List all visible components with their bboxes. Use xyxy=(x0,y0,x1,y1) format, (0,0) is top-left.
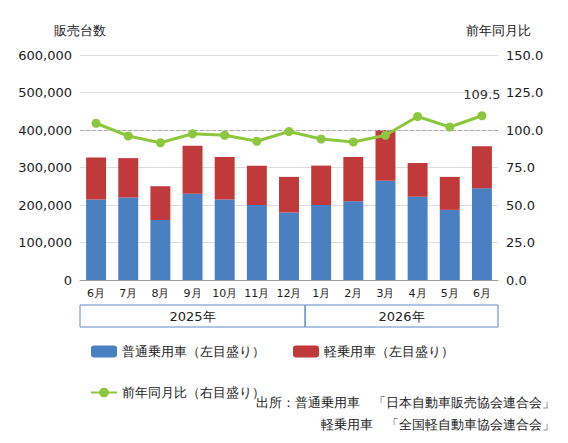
svg-text:2025年: 2025年 xyxy=(169,309,215,324)
svg-text:300,000: 300,000 xyxy=(18,160,72,175)
svg-text:50.0: 50.0 xyxy=(506,198,535,213)
svg-text:軽乗用車（左目盛り）: 軽乗用車（左目盛り） xyxy=(324,344,454,359)
svg-text:2月: 2月 xyxy=(344,287,362,300)
svg-text:1月: 1月 xyxy=(312,287,330,300)
svg-text:150.0: 150.0 xyxy=(506,48,543,63)
svg-text:3月: 3月 xyxy=(376,287,394,300)
svg-text:25.0: 25.0 xyxy=(506,235,535,250)
svg-text:0.0: 0.0 xyxy=(506,273,527,288)
svg-text:0: 0 xyxy=(64,273,72,288)
svg-text:400,000: 400,000 xyxy=(18,123,72,138)
svg-text:12月: 12月 xyxy=(277,287,302,300)
svg-text:100.0: 100.0 xyxy=(506,123,543,138)
svg-text:500,000: 500,000 xyxy=(18,85,72,100)
svg-text:125.0: 125.0 xyxy=(506,85,543,100)
svg-text:軽乗用車 「全国軽自動車協会連合会」: 軽乗用車 「全国軽自動車協会連合会」 xyxy=(321,417,555,432)
svg-text:100,000: 100,000 xyxy=(18,235,72,250)
svg-text:4月: 4月 xyxy=(409,287,427,300)
svg-text:11月: 11月 xyxy=(244,287,269,300)
svg-text:7月: 7月 xyxy=(119,287,137,300)
svg-text:普通乗用車（左目盛り）: 普通乗用車（左目盛り） xyxy=(122,344,265,359)
svg-text:8月: 8月 xyxy=(151,287,169,300)
svg-text:75.0: 75.0 xyxy=(506,160,535,175)
svg-text:200,000: 200,000 xyxy=(18,198,72,213)
svg-text:109.5: 109.5 xyxy=(463,87,500,102)
svg-text:6月: 6月 xyxy=(87,287,105,300)
svg-text:9月: 9月 xyxy=(184,287,202,300)
svg-text:5月: 5月 xyxy=(441,287,459,300)
svg-text:2026年: 2026年 xyxy=(378,309,424,324)
svg-text:6月: 6月 xyxy=(473,287,491,300)
svg-text:600,000: 600,000 xyxy=(18,48,72,63)
svg-text:前年同月比（右目盛り）: 前年同月比（右目盛り） xyxy=(122,385,265,400)
svg-text:10月: 10月 xyxy=(212,287,237,300)
svg-text:販売台数: 販売台数 xyxy=(54,23,106,38)
svg-text:前年同月比: 前年同月比 xyxy=(466,23,531,38)
svg-text:出所：普通乗用車 「日本自動車販売協会連合会」: 出所：普通乗用車 「日本自動車販売協会連合会」 xyxy=(256,395,555,410)
